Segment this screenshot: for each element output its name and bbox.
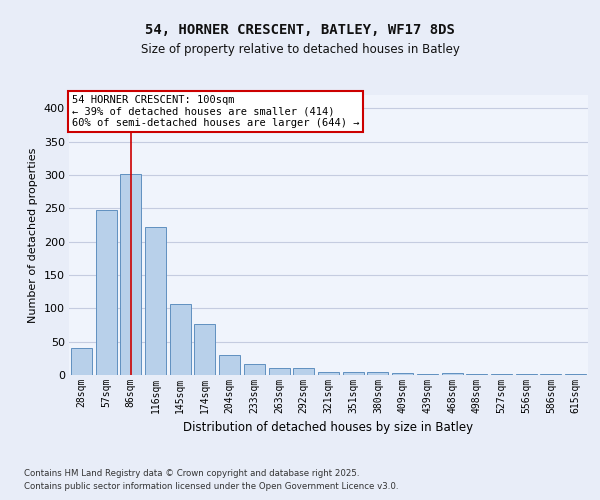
Text: 54 HORNER CRESCENT: 100sqm
← 39% of detached houses are smaller (414)
60% of sem: 54 HORNER CRESCENT: 100sqm ← 39% of deta…: [71, 95, 359, 128]
Bar: [244, 364, 265, 375]
Y-axis label: Number of detached properties: Number of detached properties: [28, 148, 38, 322]
Bar: [170, 304, 191, 375]
Bar: [120, 174, 141, 375]
Bar: [466, 374, 487, 375]
Bar: [516, 374, 537, 375]
Bar: [343, 372, 364, 375]
Bar: [565, 374, 586, 375]
Bar: [318, 372, 339, 375]
Bar: [194, 324, 215, 375]
Text: Contains public sector information licensed under the Open Government Licence v3: Contains public sector information licen…: [24, 482, 398, 491]
Bar: [417, 374, 438, 375]
Bar: [392, 373, 413, 375]
Bar: [71, 348, 92, 375]
Bar: [269, 368, 290, 375]
X-axis label: Distribution of detached houses by size in Batley: Distribution of detached houses by size …: [184, 422, 473, 434]
Bar: [95, 210, 116, 375]
Text: Size of property relative to detached houses in Batley: Size of property relative to detached ho…: [140, 42, 460, 56]
Bar: [541, 374, 562, 375]
Bar: [145, 227, 166, 375]
Bar: [491, 374, 512, 375]
Bar: [293, 368, 314, 375]
Bar: [219, 355, 240, 375]
Text: Contains HM Land Registry data © Crown copyright and database right 2025.: Contains HM Land Registry data © Crown c…: [24, 468, 359, 477]
Bar: [442, 373, 463, 375]
Text: 54, HORNER CRESCENT, BATLEY, WF17 8DS: 54, HORNER CRESCENT, BATLEY, WF17 8DS: [145, 22, 455, 36]
Bar: [367, 372, 388, 375]
